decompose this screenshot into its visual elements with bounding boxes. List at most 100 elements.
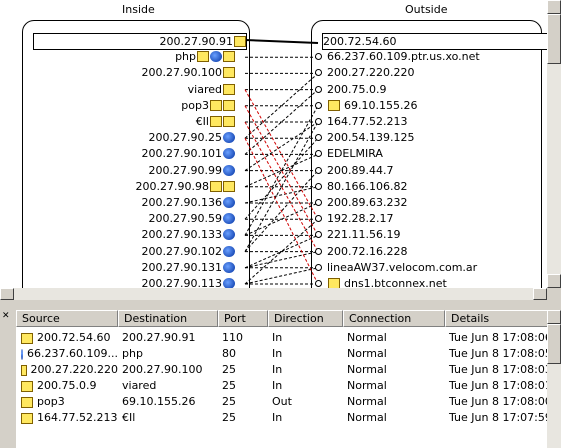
vertical-scrollbar[interactable]	[547, 0, 561, 288]
icon	[223, 213, 235, 225]
inside-host: 200.27.90.133	[30, 227, 235, 242]
table-cell: Normal	[343, 394, 445, 410]
table-cell: Normal	[343, 410, 445, 426]
outside-host: 164.77.52.213	[315, 114, 545, 129]
inside-host: php	[30, 49, 235, 64]
table-cell: php	[118, 346, 218, 362]
table-cell: Tue Jun 8 17:08:01 2	[445, 378, 547, 394]
host-label: 200.89.63.232	[327, 196, 408, 209]
table-cell: 66.237.60.109...	[16, 346, 118, 362]
icon	[223, 148, 235, 160]
connection-map: Inside Outside 200.27.90.91 php 200.27.90.…	[0, 0, 547, 288]
cell-text: viared	[122, 379, 157, 392]
table-cell: 25	[218, 394, 268, 410]
icon	[21, 348, 24, 360]
host-label: €Il	[195, 115, 209, 128]
cell-text: Tue Jun 8 17:08:00 2	[449, 395, 547, 408]
column-header: Destination	[118, 310, 218, 327]
icon	[223, 67, 235, 79]
horizontal-scrollbar[interactable]	[0, 288, 547, 300]
connector	[315, 182, 322, 190]
cell-text: 25	[222, 363, 236, 376]
outside-host: dns1.btconnex.net	[315, 276, 545, 288]
link	[244, 234, 319, 269]
cell-text: 110	[222, 331, 243, 344]
table-cell: In	[268, 330, 343, 346]
host-label: 200.27.90.133	[141, 228, 222, 242]
connector	[315, 280, 322, 287]
table-cell: €Il	[118, 410, 218, 426]
connector	[315, 247, 322, 255]
icon	[223, 164, 235, 176]
host-label: 200.27.90.91	[159, 35, 233, 48]
column-header: Port	[218, 310, 268, 327]
icon	[210, 51, 222, 63]
table-cell: Tue Jun 8 17:08:00 2	[445, 394, 547, 410]
dock-bar: ✕	[0, 309, 14, 448]
icon	[210, 99, 222, 111]
table-cell: In	[268, 378, 343, 394]
table-cell: viared	[118, 378, 218, 394]
cell-text: 200.72.54.60	[37, 331, 111, 344]
outside-header: Outside	[405, 3, 448, 16]
cell-text: 164.77.52.213	[37, 411, 118, 424]
link	[244, 39, 319, 44]
icon	[21, 412, 33, 424]
host-label: 221.11.56.19	[327, 228, 401, 242]
host-label: 200.54.139.125	[327, 131, 415, 145]
host-label: 200.72.16.228	[327, 244, 408, 258]
cell-text: Normal	[347, 379, 387, 392]
cell-text: 25	[222, 411, 236, 424]
inside-host: 200.27.90.98	[30, 179, 235, 194]
table-scrollbar[interactable]	[547, 310, 561, 448]
cell-text: In	[272, 331, 283, 344]
host-label: 200.27.90.131	[141, 260, 222, 274]
icon	[223, 261, 235, 273]
outside-host: 200.89.44.7	[315, 163, 545, 178]
icon	[210, 116, 222, 127]
cell-text: pop3	[37, 395, 65, 408]
outside-host: EDELMIRA	[315, 146, 545, 161]
cell-text: Normal	[347, 395, 387, 408]
inside-host: €Il	[30, 114, 235, 129]
connector	[315, 166, 322, 174]
icon	[21, 396, 33, 408]
link	[244, 73, 319, 139]
table-cell: pop3	[16, 394, 118, 410]
table-cell: Normal	[343, 346, 445, 362]
icon	[210, 180, 222, 192]
host-label: 192.28.2.17	[327, 212, 394, 226]
table-cell: Normal	[343, 378, 445, 394]
inside-host: 200.27.90.101	[30, 146, 235, 161]
table-cell: 164.77.52.213	[16, 410, 118, 426]
host-label: 164.77.52.213	[327, 115, 408, 128]
cell-text: Tue Jun 8 17:08:05 2	[449, 347, 547, 360]
outside-host: 192.28.2.17	[315, 211, 545, 226]
icon	[223, 83, 235, 95]
link	[244, 186, 319, 204]
link	[244, 137, 319, 220]
icon	[234, 36, 246, 47]
host-label: 200.27.90.25	[148, 131, 222, 145]
close-button[interactable]: ✕	[2, 311, 10, 321]
cell-text: 25	[222, 395, 236, 408]
host-label: dns1.btconnex.net	[344, 277, 447, 288]
host-label: 69.10.155.26	[344, 98, 418, 112]
host-label: 200.27.90.113	[141, 277, 222, 288]
inside-host: 200.27.90.102	[30, 244, 235, 259]
table-cell: Normal	[343, 362, 445, 378]
link	[244, 153, 319, 188]
icon	[223, 229, 235, 241]
table-cell: 200.27.90.91	[118, 330, 218, 346]
cell-text: Normal	[347, 363, 387, 376]
table-cell: Tue Jun 8 17:07:59 2	[445, 410, 547, 426]
icon	[223, 99, 235, 111]
table-cell: 200.72.54.60	[16, 330, 118, 346]
host-label: 200.27.90.101	[141, 147, 222, 161]
host-label: 200.27.90.99	[148, 163, 222, 177]
icon	[223, 197, 235, 208]
host-label: 200.27.90.59	[148, 212, 222, 226]
cell-text: In	[272, 363, 283, 376]
table-cell: In	[268, 346, 343, 362]
icon	[223, 132, 235, 144]
